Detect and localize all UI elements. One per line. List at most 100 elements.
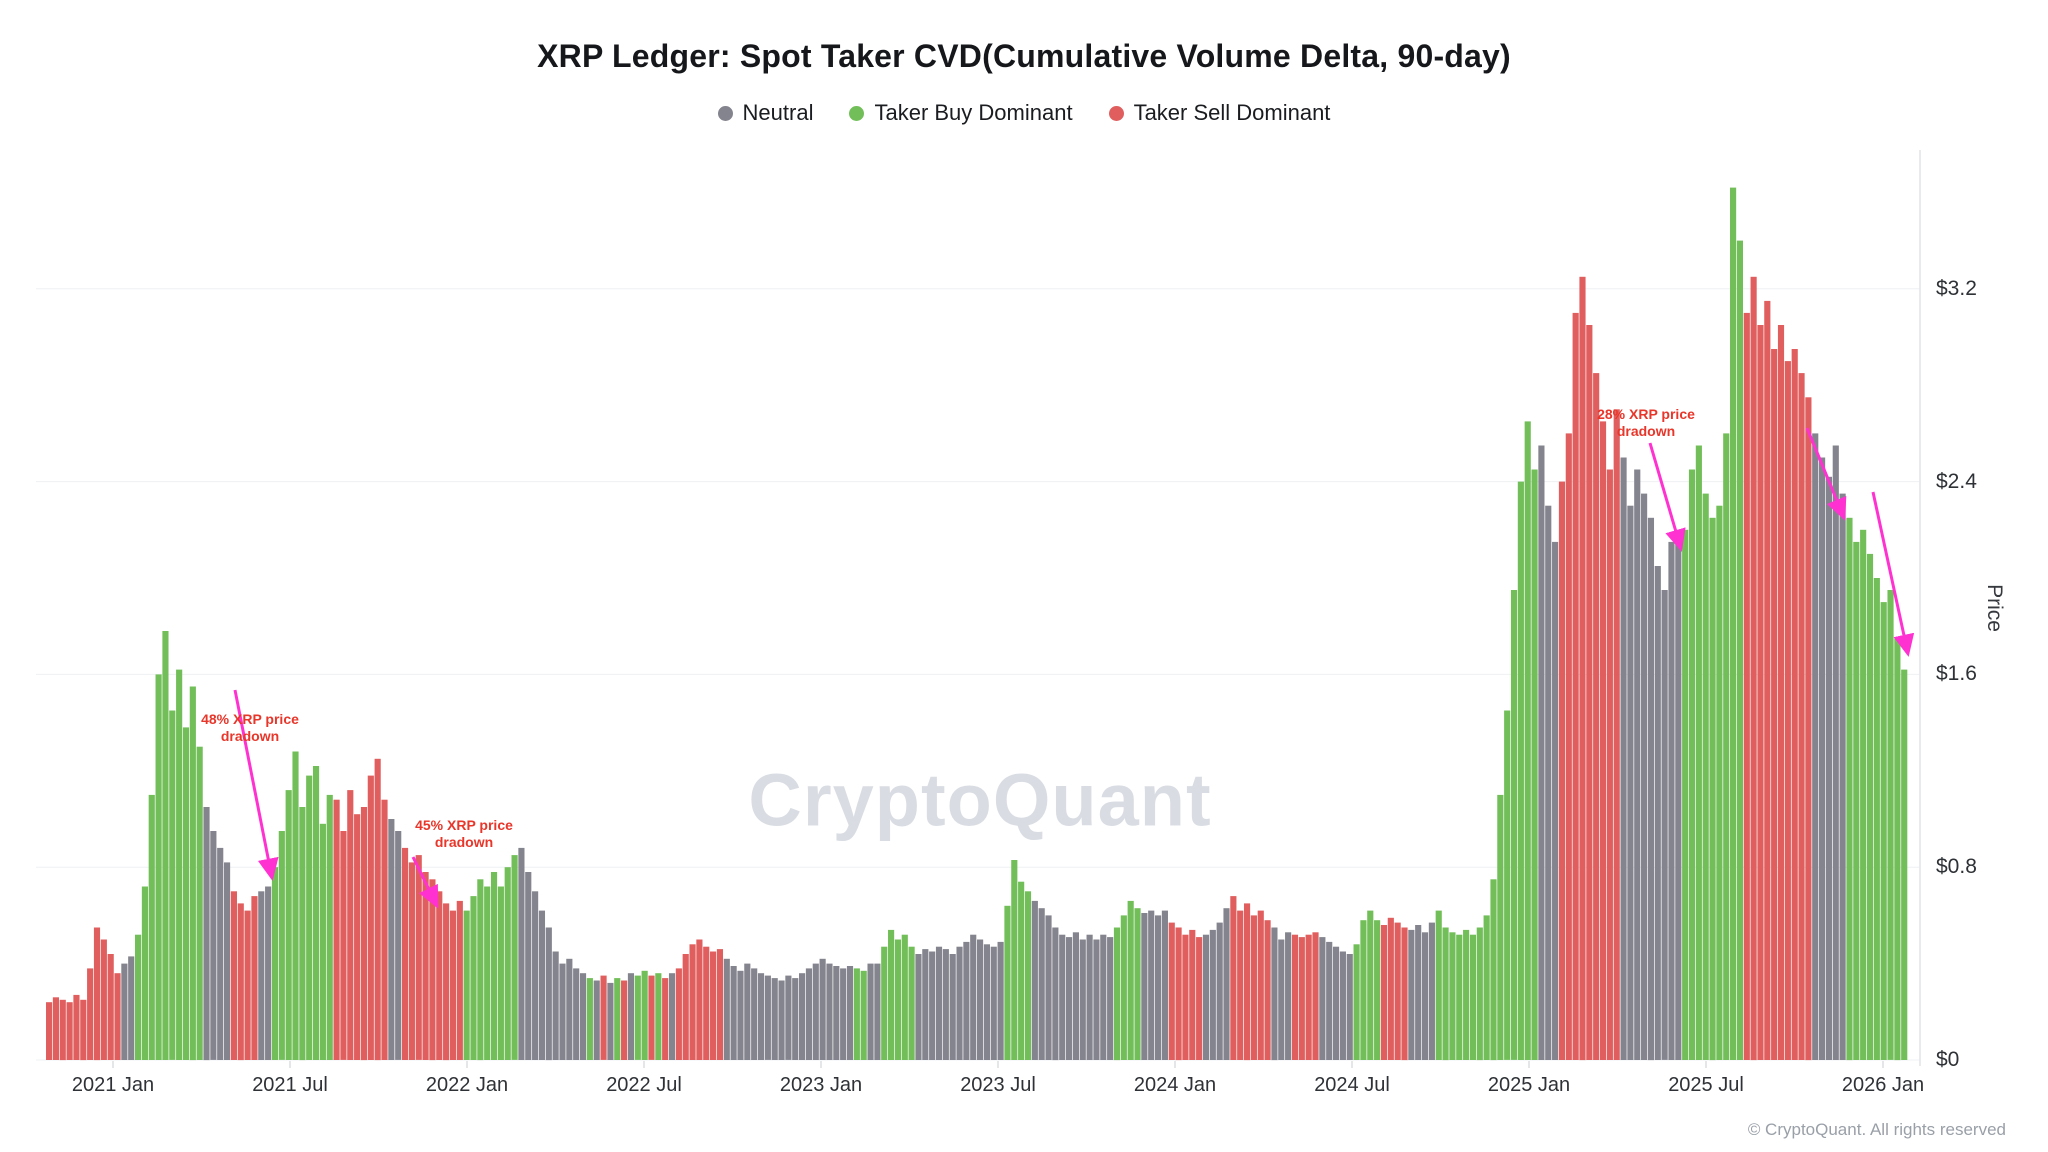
bar — [306, 775, 313, 1060]
bar — [949, 954, 956, 1060]
bar — [1654, 566, 1661, 1060]
bar — [1627, 505, 1634, 1060]
bar — [1346, 954, 1353, 1060]
bar — [1271, 927, 1278, 1061]
y-tick-label: $2.4 — [1936, 469, 1977, 493]
bar — [73, 994, 80, 1060]
price-drawdown-annotation: 45% XRP price dradown — [415, 817, 513, 850]
bar — [846, 966, 854, 1060]
bar — [662, 978, 669, 1060]
bar — [915, 954, 922, 1060]
bar — [1449, 932, 1456, 1060]
bar — [1743, 312, 1750, 1060]
bar — [1141, 913, 1148, 1060]
copyright: © CryptoQuant. All rights reserved — [1747, 1120, 2006, 1139]
drawdown-arrow — [1871, 491, 1915, 657]
bar — [710, 951, 717, 1060]
bar — [812, 963, 819, 1060]
bar — [730, 966, 737, 1060]
bar — [833, 966, 840, 1060]
x-tick-label: 2022 Jan — [425, 1074, 509, 1096]
bar — [997, 941, 1004, 1060]
bar — [1456, 934, 1463, 1060]
bar — [799, 973, 806, 1060]
legend-item-neutral[interactable]: Neutral — [717, 100, 813, 126]
legend-dot-icon — [717, 105, 733, 121]
bar — [354, 814, 361, 1060]
bar — [675, 968, 682, 1060]
legend-dot-icon — [1108, 105, 1124, 121]
bar — [1620, 457, 1627, 1060]
bar — [1113, 927, 1121, 1061]
bar — [1332, 946, 1340, 1060]
legend-item-taker-sell-dominant[interactable]: Taker Sell Dominant — [1108, 100, 1330, 126]
legend-dot-icon — [849, 105, 865, 121]
bar — [538, 910, 546, 1060]
bar — [1894, 638, 1901, 1061]
bar — [1285, 932, 1292, 1060]
x-tick-label: 2022 Jul — [606, 1074, 682, 1096]
bar — [251, 896, 258, 1060]
bar — [1531, 469, 1538, 1060]
bar — [1805, 397, 1812, 1061]
bar — [1380, 925, 1388, 1060]
bar — [46, 1002, 53, 1060]
drawdown-arrow — [1805, 427, 1847, 521]
bar — [1798, 373, 1805, 1061]
bar — [388, 819, 395, 1060]
bar — [128, 956, 135, 1060]
bar — [134, 934, 142, 1060]
bar — [326, 794, 333, 1060]
bar — [1545, 505, 1552, 1060]
bar — [1435, 910, 1442, 1060]
bar — [1887, 590, 1894, 1060]
bar — [1538, 445, 1545, 1060]
bar — [970, 934, 977, 1060]
bar — [1524, 421, 1531, 1060]
bar — [210, 831, 217, 1060]
bar — [1408, 929, 1415, 1060]
bar — [1148, 910, 1155, 1060]
bar — [696, 939, 703, 1060]
bar — [141, 886, 148, 1060]
drawdown-arrow — [233, 689, 279, 881]
y-axis-title: Price — [1983, 584, 2006, 632]
bar — [1243, 903, 1251, 1061]
bar — [607, 982, 614, 1060]
bar — [1784, 361, 1791, 1061]
y-tick-label: $0.8 — [1936, 855, 1977, 879]
bar — [1565, 433, 1572, 1060]
bar — [655, 973, 662, 1060]
bar — [1832, 445, 1839, 1060]
bar — [107, 954, 114, 1060]
legend-item-taker-buy-dominant[interactable]: Taker Buy Dominant — [849, 100, 1073, 126]
bar — [559, 963, 566, 1060]
bar — [1298, 937, 1305, 1060]
legend-label: Taker Buy Dominant — [874, 100, 1073, 125]
bar — [374, 758, 381, 1061]
bar — [1463, 929, 1470, 1060]
bar — [1216, 922, 1223, 1060]
bar — [593, 980, 600, 1060]
bar — [1476, 927, 1483, 1061]
bar — [689, 944, 696, 1060]
bar — [922, 949, 929, 1060]
bar — [1647, 517, 1655, 1061]
bar — [223, 862, 231, 1060]
bar — [744, 963, 751, 1060]
bar — [757, 973, 765, 1060]
bar — [319, 823, 326, 1060]
bar — [59, 999, 66, 1061]
bar — [463, 910, 470, 1060]
bar — [1018, 881, 1025, 1060]
bar — [395, 831, 402, 1060]
x-tick-label: 2021 Jul — [252, 1074, 328, 1096]
bar — [1127, 900, 1134, 1060]
bar — [114, 973, 121, 1060]
bar — [1154, 915, 1162, 1060]
bar — [627, 973, 635, 1060]
bar — [367, 775, 374, 1060]
bar — [80, 999, 87, 1061]
bar — [1011, 860, 1018, 1060]
